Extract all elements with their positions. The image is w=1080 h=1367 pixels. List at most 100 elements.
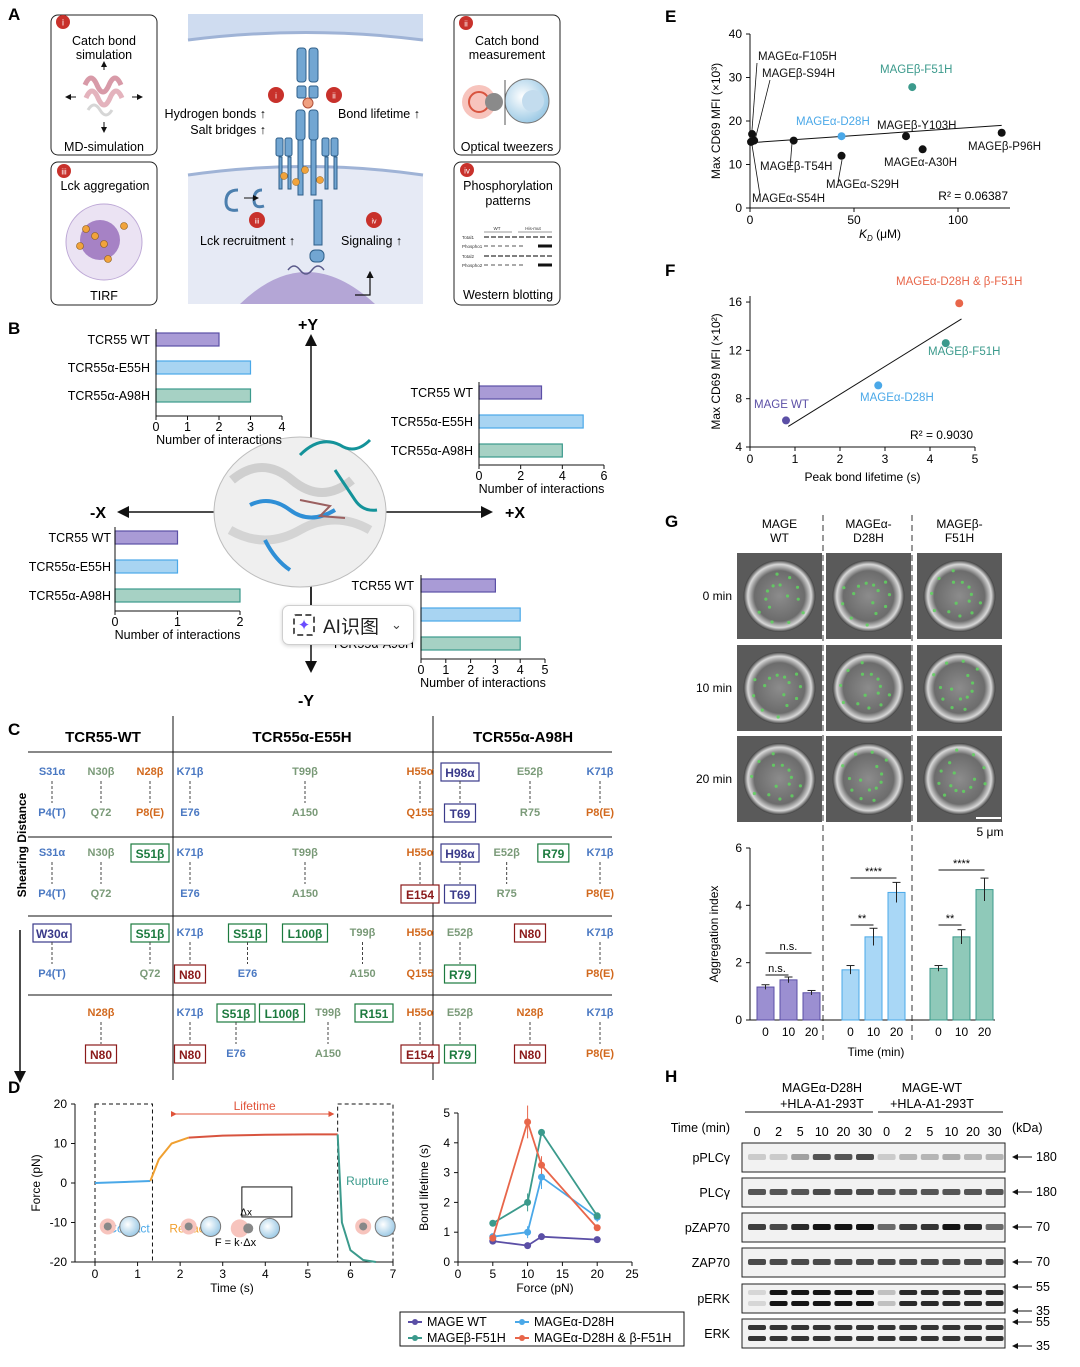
- badge-iii: [57, 164, 71, 178]
- panel-letter-d: D: [8, 1078, 20, 1097]
- t-cell-body: [188, 166, 423, 304]
- tick-label-+X: 6: [601, 469, 608, 483]
- lck-signal: [771, 752, 775, 756]
- d-right-ytick-label: 0: [443, 1255, 450, 1269]
- lck-signal: [860, 672, 865, 676]
- d-right-xtick-label: 25: [625, 1267, 639, 1281]
- badge-ii: [459, 16, 473, 30]
- badge-i-text: i: [62, 18, 64, 28]
- kda-value: 180: [1036, 1185, 1057, 1199]
- panelE-point-label-5: MAGEβ-Y103H: [877, 120, 956, 132]
- panel-c: TCR55-WT TCR55α-E55H TCR55α-A98H Shearing D…: [14, 716, 614, 1083]
- residue-label: E52β: [494, 847, 521, 859]
- lck-signal: [854, 752, 858, 756]
- lck-signal: [867, 788, 872, 792]
- residue-label: Q72: [140, 968, 161, 980]
- d-right-ytick-label: 3: [443, 1166, 450, 1180]
- box-iv-bottom: Western blotting: [463, 288, 553, 302]
- d-left-xtick-label: 6: [347, 1267, 354, 1281]
- panelE-point-label-4: MAGEα-D28H: [796, 116, 870, 128]
- ai-recognize-button[interactable]: ✦ AI识图 ⌄: [282, 605, 414, 645]
- panelE-point-0: [748, 130, 757, 139]
- panelE-point-label-0: MAGEα-F105H: [758, 51, 837, 63]
- series-point-3: [538, 1161, 546, 1169]
- residue-label: Q155: [407, 807, 434, 819]
- nucleus: [240, 272, 375, 304]
- lck-signal: [871, 601, 875, 605]
- legend: MAGE WT MAGEα-D28H MAGEβ-F51H MAGEα-D28H & …: [399, 1311, 685, 1347]
- lck-signal: [787, 768, 791, 772]
- force-formula: F = k·Δx: [215, 1237, 257, 1249]
- bar-+X-1: [478, 414, 584, 429]
- band: [812, 1336, 831, 1341]
- panelE-point-label-3: MAGEβ-F51H: [880, 64, 952, 76]
- residue-box: [173, 964, 207, 984]
- bar-+Y-2: [155, 388, 252, 403]
- residue-box: [258, 1003, 306, 1023]
- lck-dots: [76, 222, 128, 263]
- lck-signal: [763, 684, 767, 688]
- g-row-label-0: 0 min: [703, 589, 732, 603]
- panelF-xtick-label: 0: [747, 452, 754, 466]
- d-right-xtick-label: 0: [455, 1267, 462, 1281]
- mini-wb-r3: Phospho2: [462, 263, 483, 268]
- bead-0: [103, 1222, 112, 1231]
- protein-helix-icon: [65, 61, 143, 133]
- agg-bar-2-2: [975, 889, 994, 1021]
- lck-signal: [841, 764, 845, 768]
- band: [964, 1224, 982, 1230]
- band: [985, 1224, 1004, 1230]
- lck-signal: [972, 777, 977, 781]
- lck-signal: [770, 620, 774, 624]
- band: [899, 1336, 918, 1341]
- lck-signal: [949, 687, 954, 691]
- leader-line-3: [789, 142, 793, 169]
- blot-label-2: pZAP70: [685, 1221, 730, 1235]
- band: [985, 1259, 1004, 1265]
- lck-signal: [951, 580, 956, 584]
- lck-signal: [951, 569, 955, 573]
- residue-label: P4(T): [38, 888, 66, 900]
- panelE-point-9: [997, 128, 1006, 137]
- lck-signal: [864, 581, 868, 585]
- rupture-box: [337, 1103, 394, 1263]
- residue-label: K71β: [587, 847, 614, 859]
- label-bond-lifetime: Bond lifetime ↑: [338, 107, 420, 121]
- band: [985, 1336, 1004, 1341]
- lck-signal: [970, 681, 975, 685]
- kda-value: 35: [1036, 1339, 1050, 1353]
- panel-letter-a: A: [8, 5, 20, 24]
- residue-label: T99β: [292, 766, 318, 778]
- series-point-3: [524, 1118, 532, 1126]
- series-point-0: [593, 1236, 601, 1244]
- trace-retract: [149, 1136, 189, 1182]
- residue-label: P4(T): [38, 807, 66, 819]
- phase-lifetime: Lifetime: [234, 1099, 276, 1113]
- blot-label-1: PLCγ: [699, 1186, 730, 1200]
- lck-signal: [939, 769, 943, 773]
- residue-label: T69: [450, 888, 471, 902]
- residue-box: [354, 1003, 394, 1023]
- band: [920, 1301, 939, 1306]
- band: [812, 1301, 831, 1306]
- g-col-header-2: MAGEβ-F51H: [936, 517, 982, 545]
- tick-label-+X: 2: [517, 469, 524, 483]
- h-group-1-line1: MAGE-WT: [902, 1081, 963, 1095]
- lck-signal: [794, 696, 799, 701]
- bar-label-+X-1: TCR55α-E55H: [391, 415, 473, 429]
- band: [985, 1290, 1004, 1295]
- h-kda-label: (kDa): [1012, 1121, 1043, 1135]
- lck-signal: [879, 780, 883, 784]
- kda-value: 35: [1036, 1304, 1050, 1318]
- residue-label: L100β: [288, 927, 323, 941]
- lck-signal: [961, 659, 965, 663]
- lck-signal: [978, 601, 983, 605]
- lck-signal: [789, 775, 793, 780]
- panelE-point-7: [837, 151, 846, 160]
- bar-label-+X-2: TCR55α-A98H: [391, 444, 473, 458]
- band: [856, 1189, 874, 1195]
- residue-label: S51β: [136, 847, 165, 861]
- tick-label--Y: 4: [517, 663, 524, 677]
- residue-label: E154: [406, 888, 434, 902]
- sig-label-5: ****: [953, 858, 971, 870]
